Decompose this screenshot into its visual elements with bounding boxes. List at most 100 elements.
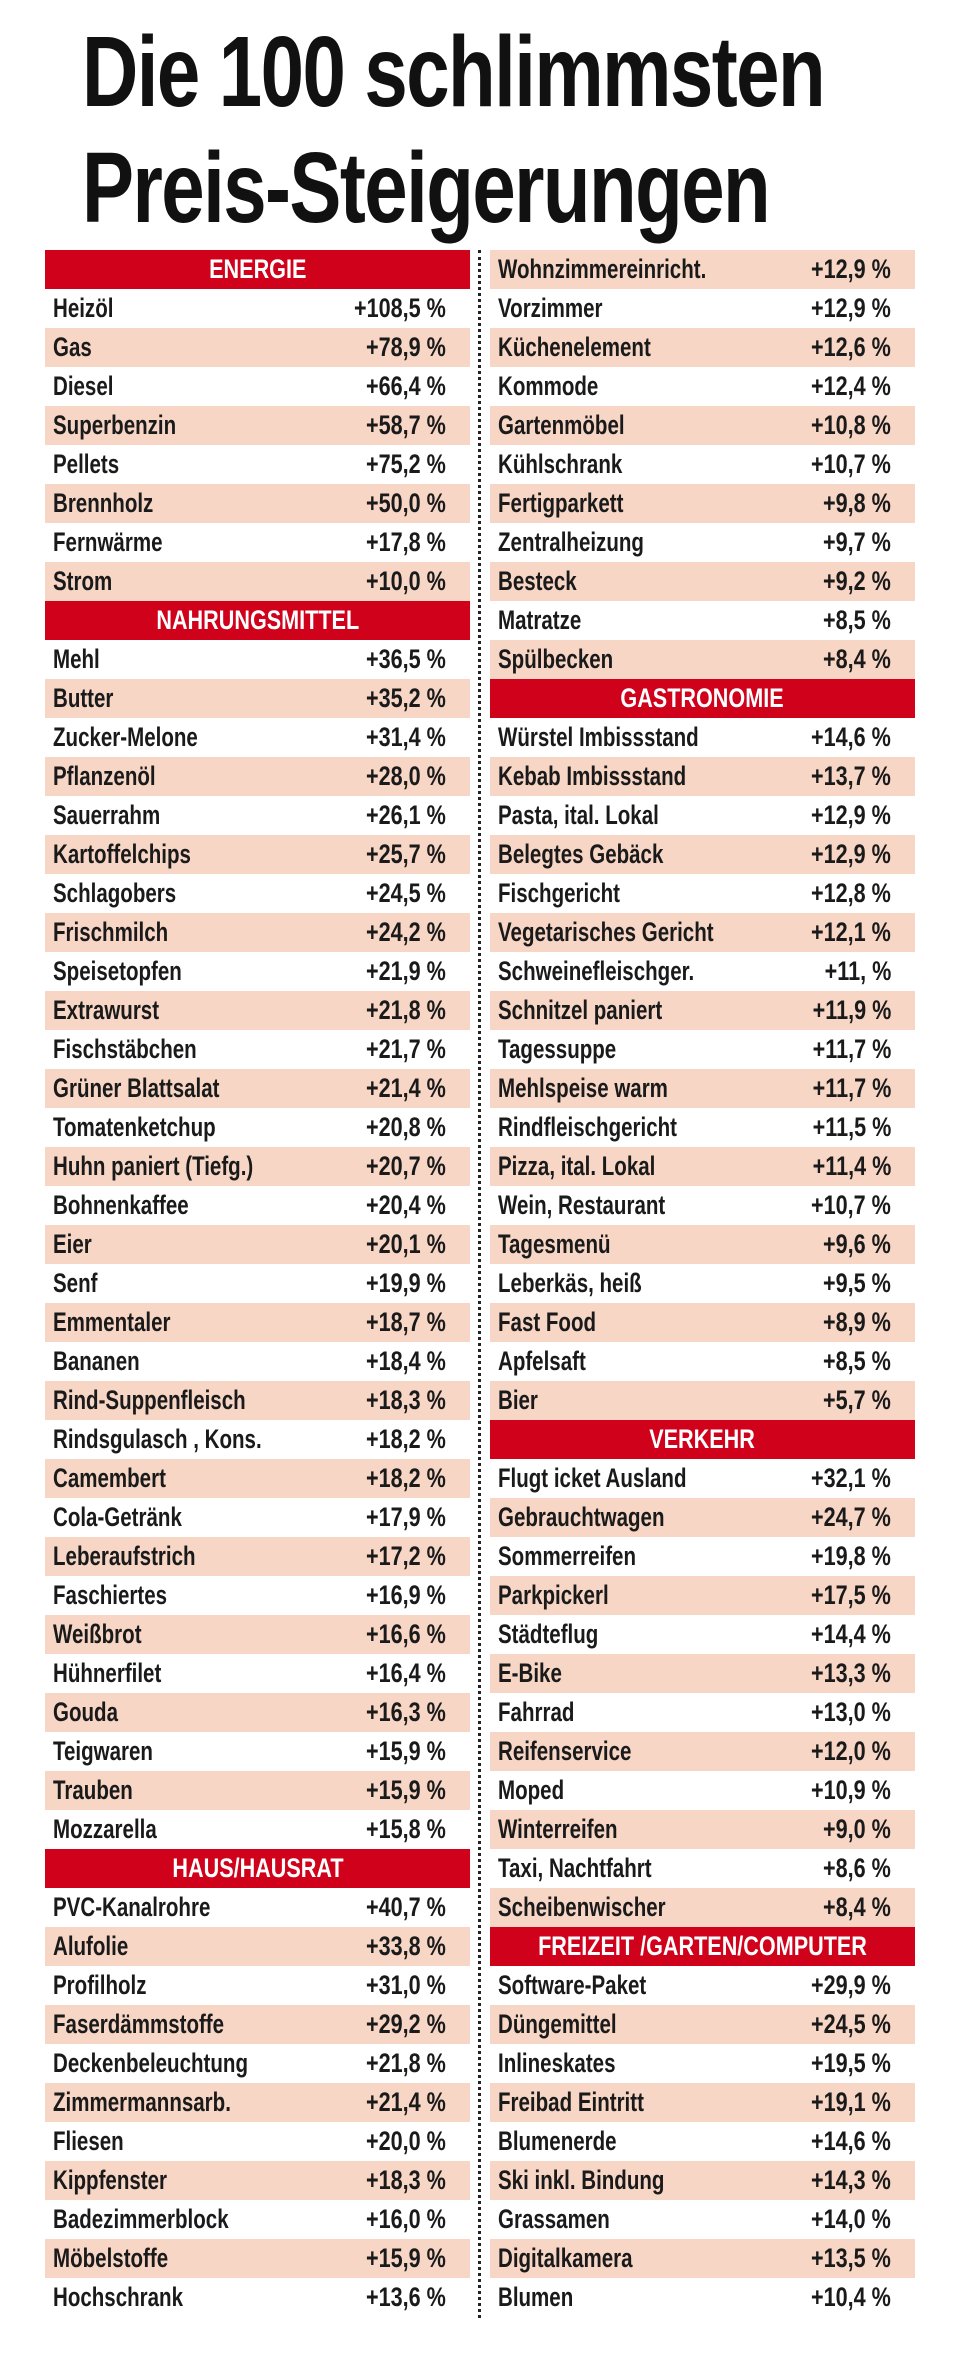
table-row: Kühlschrank +10,7 % (490, 445, 915, 484)
item-name: Speisetopfen (53, 956, 182, 986)
table-row: Besteck +9,2 % (490, 562, 915, 601)
item-name: Zentralheizung (498, 527, 644, 557)
item-name: Huhn paniert (Tiefg.) (53, 1151, 254, 1181)
item-increase: +9,5 % (823, 1268, 891, 1298)
item-name: Fahrrad (498, 1697, 575, 1727)
item-increase: +16,4 % (366, 1658, 446, 1688)
item-increase: +10,4 % (811, 2282, 891, 2312)
item-increase: +17,9 % (366, 1502, 446, 1532)
item-name: Mehl (53, 644, 100, 674)
item-name: Bananen (53, 1346, 140, 1376)
item-increase: +8,4 % (823, 1892, 891, 1922)
item-name: Brennholz (53, 488, 154, 518)
item-increase: +21,4 % (366, 2087, 446, 2117)
table-row: Apfelsaft +8,5 % (490, 1342, 915, 1381)
item-name: Gas (53, 332, 92, 362)
item-name: Software-Paket (498, 1970, 647, 2000)
table-row: Kebab Imbissstand +13,7 % (490, 757, 915, 796)
item-increase: +20,7 % (366, 1151, 446, 1181)
item-increase: +11,4 % (812, 1151, 891, 1181)
item-increase: +19,5 % (811, 2048, 891, 2078)
table-row: Vorzimmer +12,9 % (490, 289, 915, 328)
item-increase: +9,0 % (823, 1814, 891, 1844)
item-name: Besteck (498, 566, 577, 596)
item-name: Bohnenkaffee (53, 1190, 189, 1220)
item-increase: +8,9 % (823, 1307, 891, 1337)
item-name: Tagessuppe (498, 1034, 617, 1064)
item-name: Teigwaren (53, 1736, 153, 1766)
table-row: Mehl +36,5 % (45, 640, 470, 679)
item-name: Hochschrank (53, 2282, 184, 2312)
item-name: Matratze (498, 605, 582, 635)
table-column-left: ENERGIE Heizöl +108,5 % Gas +78,9 % Diesel +66… (45, 250, 470, 2317)
table-row: Extrawurst +21,8 % (45, 991, 470, 1030)
table-row: Butter +35,2 % (45, 679, 470, 718)
item-name: Pellets (53, 449, 120, 479)
item-name: Pasta, ital. Lokal (498, 800, 659, 830)
item-name: Freibad Eintritt (498, 2087, 644, 2117)
item-increase: +36,5 % (366, 644, 446, 674)
section-title: HAUS/HAUSRAT (171, 1853, 344, 1883)
item-increase: +13,5 % (811, 2243, 891, 2273)
item-name: Faschiertes (53, 1580, 168, 1610)
item-name: Sommerreifen (498, 1541, 636, 1571)
item-name: Extrawurst (53, 995, 160, 1025)
table-row: Cola-Getränk +17,9 % (45, 1498, 470, 1537)
item-increase: +8,5 % (823, 1346, 891, 1376)
table-row: Matratze +8,5 % (490, 601, 915, 640)
item-name: Deckenbeleuchtung (53, 2048, 248, 2078)
item-name: Camembert (53, 1463, 166, 1493)
item-name: Wein, Restaurant (498, 1190, 666, 1220)
table-row: Rind-Suppenfleisch +18,3 % (45, 1381, 470, 1420)
item-increase: +75,2 % (366, 449, 446, 479)
table-row: Reifenservice +12,0 % (490, 1732, 915, 1771)
table-row: Kommode +12,4 % (490, 367, 915, 406)
table-row: Software-Paket +29,9 % (490, 1966, 915, 2005)
item-increase: +8,5 % (823, 605, 891, 635)
table-row: Pellets +75,2 % (45, 445, 470, 484)
table-row: Fischgericht +12,8 % (490, 874, 915, 913)
table-row: Leberaufstrich +17,2 % (45, 1537, 470, 1576)
item-increase: +19,1 % (811, 2087, 891, 2117)
item-increase: +19,8 % (811, 1541, 891, 1571)
item-increase: +12,9 % (811, 839, 891, 869)
table-row: Profilholz +31,0 % (45, 1966, 470, 2005)
table-row: E-Bike +13,3 % (490, 1654, 915, 1693)
table-row: Belegtes Gebäck +12,9 % (490, 835, 915, 874)
item-name: Grüner Blattsalat (53, 1073, 220, 1103)
item-increase: +12,1 % (811, 917, 891, 947)
item-increase: +11,5 % (812, 1112, 891, 1142)
item-name: Frischmilch (53, 917, 169, 947)
item-increase: +108,5 % (354, 293, 446, 323)
item-name: Kommode (498, 371, 599, 401)
table-row: Schlagobers +24,5 % (45, 874, 470, 913)
table-row: Rindsgulasch , Kons. +18,2 % (45, 1420, 470, 1459)
item-name: Küchenelement (498, 332, 651, 362)
table-row: Ski inkl. Bindung +14,3 % (490, 2161, 915, 2200)
item-increase: +20,1 % (366, 1229, 446, 1259)
item-name: Moped (498, 1775, 565, 1805)
item-name: Mehlspeise warm (498, 1073, 668, 1103)
table-row: Sauerrahm +26,1 % (45, 796, 470, 835)
item-increase: +32,1 % (811, 1463, 891, 1493)
table-row: Senf +19,9 % (45, 1264, 470, 1303)
item-increase: +24,2 % (366, 917, 446, 947)
item-increase: +9,6 % (823, 1229, 891, 1259)
item-increase: +20,8 % (366, 1112, 446, 1142)
table-row: Bananen +18,4 % (45, 1342, 470, 1381)
table-row: Scheibenwischer +8,4 % (490, 1888, 915, 1927)
item-increase: +16,0 % (366, 2204, 446, 2234)
item-name: Trauben (53, 1775, 133, 1805)
item-name: Flugt icket Ausland (498, 1463, 687, 1493)
item-increase: +31,4 % (366, 722, 446, 752)
item-increase: +18,4 % (366, 1346, 446, 1376)
section-title: ENERGIE (208, 254, 307, 284)
table-row: Trauben +15,9 % (45, 1771, 470, 1810)
item-increase: +28,0 % (366, 761, 446, 791)
item-name: Belegtes Gebäck (498, 839, 664, 869)
item-increase: +33,8 % (366, 1931, 446, 1961)
item-increase: +14,0 % (811, 2204, 891, 2234)
table-row: Frischmilch +24,2 % (45, 913, 470, 952)
table-row: Alufolie +33,8 % (45, 1927, 470, 1966)
section-title: VERKEHR (649, 1424, 756, 1454)
